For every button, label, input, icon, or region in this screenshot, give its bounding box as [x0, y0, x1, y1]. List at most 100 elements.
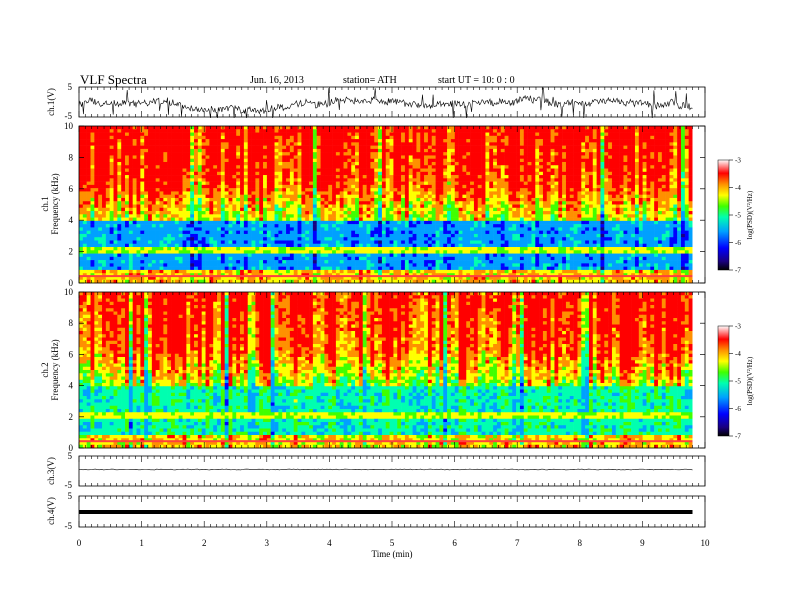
spectrogram-cell: [278, 184, 283, 189]
spectrogram-cell: [657, 188, 663, 192]
spectrogram-cell: [508, 181, 513, 186]
spectrogram-cell: [573, 178, 578, 182]
spectrogram-cell: [592, 155, 597, 160]
spectrogram-cell: [178, 211, 183, 215]
spectrogram-cell: [178, 224, 183, 228]
spectrogram-cell: [688, 129, 693, 133]
spectrogram-cell: [646, 158, 651, 163]
spectrogram-cell: [163, 135, 168, 140]
spectrogram-cell: [496, 175, 502, 179]
spectrogram-cell: [581, 204, 586, 209]
spectrogram-cell: [504, 211, 509, 215]
spectrogram-cell: [94, 191, 99, 195]
spectrogram-cell: [516, 191, 521, 195]
spectrogram-cell: [151, 207, 156, 212]
spectrogram-cell: [657, 211, 663, 215]
spectrogram-cell: [611, 178, 617, 182]
spectrogram-cell: [531, 165, 536, 169]
spectrogram-cell: [251, 142, 256, 146]
spectrogram-cell: [351, 152, 356, 156]
spectrogram-cell: [550, 207, 555, 212]
spectrogram-cell: [661, 148, 666, 153]
spectrogram-cell: [86, 227, 91, 231]
spectrogram-cell: [481, 181, 486, 186]
spectrogram-cell: [404, 142, 410, 146]
spectrogram-cell: [167, 135, 172, 140]
spectrogram-cell: [542, 217, 548, 222]
spectrogram-cell: [424, 178, 429, 182]
spectrogram-cell: [98, 211, 103, 215]
spectrogram-cell: [550, 188, 555, 192]
spectrogram-cell: [105, 139, 110, 143]
spectrogram-cell: [224, 139, 229, 143]
spectrogram-cell: [355, 217, 360, 222]
spectrogram-cell: [416, 184, 421, 189]
spectrogram-cell: [546, 155, 551, 160]
spectrogram-cell: [194, 132, 199, 137]
spectrogram-cell: [627, 142, 632, 146]
spectrogram-cell: [316, 207, 321, 212]
spectrogram-cell: [493, 217, 498, 222]
spectrogram-cell: [286, 168, 291, 173]
spectrogram-cell: [615, 168, 620, 173]
spectrogram-cell: [136, 184, 141, 189]
spectrogram-cell: [462, 184, 467, 189]
spectrogram-cell: [263, 211, 268, 215]
spectrogram-cell: [243, 165, 248, 169]
spectrogram-cell: [654, 135, 659, 140]
spectrogram-cell: [558, 142, 563, 146]
spectrogram-cell: [477, 148, 482, 153]
spectrogram-cell: [634, 145, 640, 150]
spectrogram-cell: [381, 214, 387, 218]
spectrogram-cell: [650, 220, 655, 225]
spectrogram-cell: [600, 224, 605, 228]
spectrogram-cell: [489, 155, 494, 160]
spectrogram-cell: [217, 168, 222, 173]
spectrogram-cell: [588, 158, 594, 163]
spectrogram-cell: [669, 148, 674, 153]
spectrogram-cell: [366, 188, 371, 192]
spectrogram-cell: [401, 132, 406, 137]
spectrogram-cell: [657, 184, 663, 189]
spectrogram-cell: [500, 181, 505, 186]
spectrogram-cell: [320, 145, 325, 150]
spectrogram-cell: [297, 126, 302, 130]
spectrogram-cell: [278, 158, 283, 163]
spectrogram-cell: [358, 181, 364, 186]
spectrogram-cell: [412, 155, 417, 160]
spectrogram-cell: [320, 168, 325, 173]
spectrogram-cell: [205, 145, 210, 150]
spectrogram-cell: [493, 224, 498, 228]
spectrogram-cell: [462, 224, 467, 228]
spectrogram-cell: [347, 184, 352, 189]
spectrogram-cell: [351, 168, 356, 173]
spectrogram-cell: [293, 178, 298, 182]
spectrogram-cell: [224, 188, 229, 192]
spectrogram-cell: [186, 148, 191, 153]
spectrogram-cell: [213, 129, 218, 133]
spectrogram-cell: [619, 181, 624, 186]
spectrogram-cell: [343, 204, 348, 209]
spectrogram-cell: [351, 211, 356, 215]
spectrogram-cell: [404, 181, 410, 186]
spectrogram-cell: [627, 126, 632, 130]
spectrogram-cell: [205, 191, 210, 195]
spectrogram-cell: [539, 171, 544, 176]
spectrogram-cell: [650, 165, 655, 169]
spectrogram-cell: [178, 201, 183, 205]
spectrogram-cell: [151, 175, 156, 179]
spectrogram-cell: [251, 152, 256, 156]
spectrogram-cell: [634, 191, 640, 195]
spectrogram-cell: [673, 171, 678, 176]
spectrogram-cell: [266, 197, 272, 202]
spectrogram-cell: [539, 197, 544, 202]
spectrogram-cell: [79, 152, 84, 156]
spectrogram-cell: [673, 132, 678, 137]
spectrogram-cell: [485, 168, 490, 173]
spectrogram-cell: [650, 194, 655, 199]
spectrogram-cell: [592, 184, 597, 189]
spectrogram-cell: [301, 197, 306, 202]
spectrogram-cell: [546, 142, 551, 146]
spectrogram-cell: [128, 217, 133, 222]
spectrogram-cell: [389, 152, 394, 156]
